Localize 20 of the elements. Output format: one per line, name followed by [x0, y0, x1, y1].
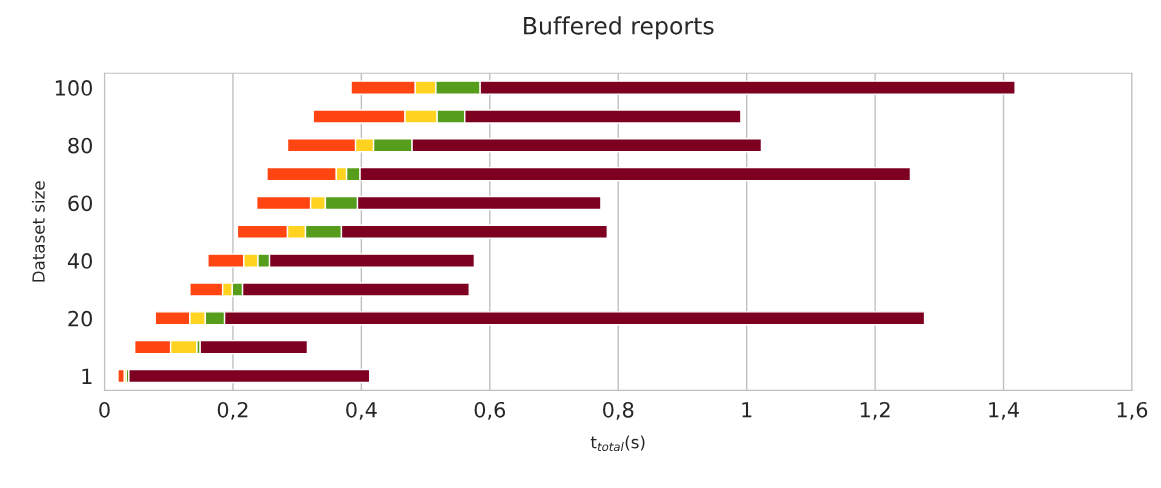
x-tick-label: 0,2 [217, 401, 248, 420]
x-tick-label: 1,2 [860, 401, 890, 420]
x-tick-label: 1,4 [989, 402, 1019, 420]
x-tick-label: 0 [99, 401, 110, 418]
bar [128, 368, 371, 384]
chart-title: Buffered reports [524, 16, 714, 40]
x-tick-label: 1,6 [1117, 401, 1148, 420]
x-axis-title: t$_{total}$(s) [590, 435, 645, 452]
bar [199, 339, 309, 355]
x-tick-label: 0,8 [603, 401, 634, 420]
y-tick-label: 1 [82, 368, 92, 384]
y-axis-title: Dataset size [31, 181, 45, 282]
x-tick-label: 1 [742, 402, 752, 418]
y-tick-label: 40 [67, 253, 92, 269]
y-tick-label: 100 [55, 80, 92, 96]
x-tick-label: 0,6 [474, 401, 506, 420]
x-tick-label: 0,4 [346, 401, 377, 420]
y-tick-label: 20 [68, 310, 92, 327]
y-tick-label: 80 [68, 137, 92, 154]
y-tick-label: 60 [68, 195, 92, 212]
